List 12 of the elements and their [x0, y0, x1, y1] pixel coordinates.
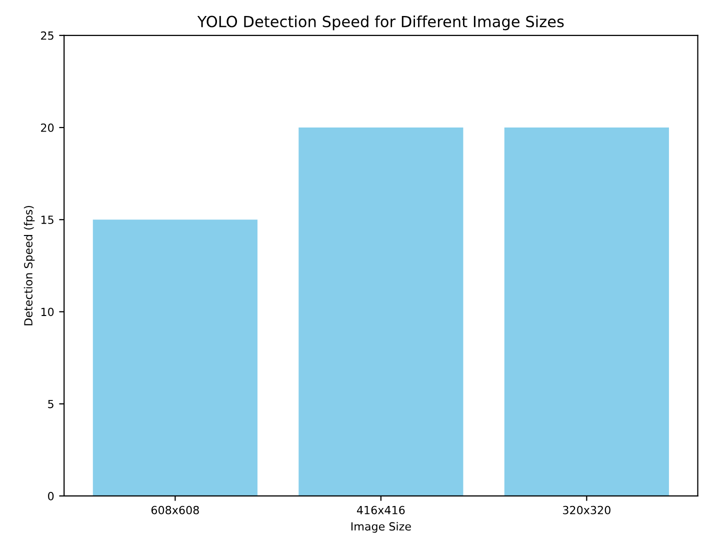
y-tick-label: 15 — [41, 216, 54, 224]
y-tick-label: 10 — [41, 308, 54, 316]
y-axis-title: Detection Speed (fps) — [24, 206, 35, 326]
y-tick-label: 25 — [41, 31, 54, 40]
chart-title: YOLO Detection Speed for Different Image Sizes — [197, 15, 564, 30]
x-tick-label: 608x608 — [151, 506, 199, 514]
y-tick-label: 5 — [48, 400, 54, 408]
x-tick-label: 320x320 — [563, 506, 610, 514]
y-tick-label: 0 — [48, 492, 54, 500]
y-tick-label: 20 — [41, 124, 54, 132]
x-axis-title: Image Size — [351, 522, 411, 533]
x-tick-label: 416x416 — [356, 506, 405, 514]
